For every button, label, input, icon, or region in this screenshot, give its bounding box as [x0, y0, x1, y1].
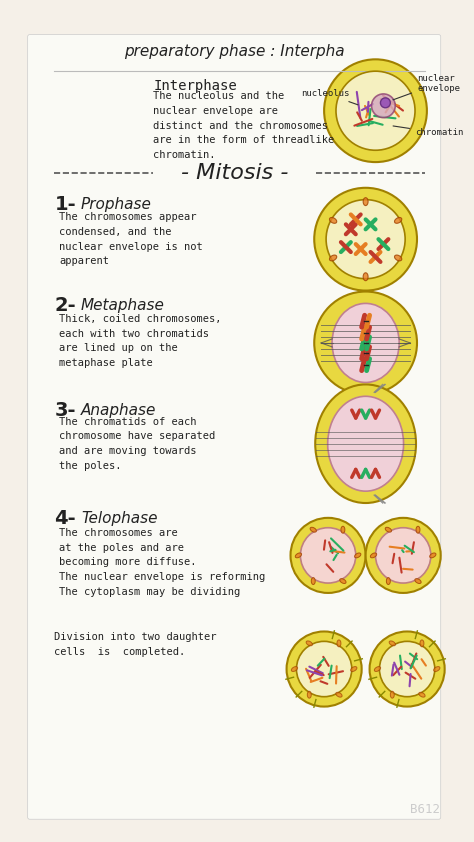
- Ellipse shape: [416, 526, 420, 533]
- Circle shape: [291, 518, 365, 593]
- Circle shape: [314, 291, 417, 394]
- Ellipse shape: [329, 217, 337, 223]
- Ellipse shape: [370, 553, 377, 557]
- Text: Prophase: Prophase: [81, 197, 152, 212]
- Ellipse shape: [341, 526, 345, 533]
- Ellipse shape: [434, 667, 440, 671]
- Text: 2-: 2-: [55, 296, 76, 315]
- Text: - Mitosis -: - Mitosis -: [181, 163, 288, 183]
- Ellipse shape: [310, 527, 317, 532]
- Text: The nucleolus and the
nuclear envelope are
distinct and the chromosomes
are in t: The nucleolus and the nuclear envelope a…: [153, 91, 335, 160]
- Ellipse shape: [329, 255, 337, 261]
- Text: Anaphase: Anaphase: [81, 402, 156, 418]
- Ellipse shape: [420, 640, 424, 647]
- Text: preparatory phase : Interpha: preparatory phase : Interpha: [124, 44, 345, 59]
- Ellipse shape: [295, 553, 301, 557]
- Text: Telophase: Telophase: [81, 511, 157, 526]
- Ellipse shape: [415, 578, 421, 584]
- Text: 1-: 1-: [55, 195, 76, 214]
- Ellipse shape: [374, 667, 381, 671]
- Text: nucleolus: nucleolus: [301, 89, 358, 105]
- Circle shape: [336, 72, 415, 150]
- FancyBboxPatch shape: [27, 35, 441, 819]
- Text: The chromatids of each
chromosome have separated
and are moving towards
the pole: The chromatids of each chromosome have s…: [59, 417, 216, 471]
- Circle shape: [301, 528, 356, 583]
- Circle shape: [380, 642, 435, 696]
- Circle shape: [296, 642, 352, 696]
- Text: B612: B612: [410, 803, 440, 816]
- Circle shape: [370, 632, 445, 706]
- Ellipse shape: [351, 667, 357, 671]
- Ellipse shape: [328, 397, 403, 491]
- Ellipse shape: [363, 273, 368, 280]
- Circle shape: [324, 59, 427, 163]
- Circle shape: [381, 98, 390, 108]
- Circle shape: [314, 188, 417, 290]
- Ellipse shape: [390, 691, 394, 698]
- Text: Interphase: Interphase: [153, 79, 237, 93]
- Ellipse shape: [306, 641, 312, 646]
- Ellipse shape: [429, 553, 436, 557]
- Ellipse shape: [332, 303, 399, 382]
- Ellipse shape: [385, 527, 392, 532]
- Ellipse shape: [419, 692, 425, 697]
- Text: The chromosomes are
at the poles and are
becoming more diffuse.
The nuclear enve: The chromosomes are at the poles and are…: [59, 528, 265, 597]
- Ellipse shape: [394, 255, 402, 261]
- Circle shape: [287, 632, 362, 706]
- Ellipse shape: [340, 578, 346, 584]
- Ellipse shape: [315, 385, 416, 503]
- Ellipse shape: [394, 217, 402, 223]
- Ellipse shape: [389, 641, 395, 646]
- Ellipse shape: [292, 667, 298, 671]
- Text: 3-: 3-: [55, 401, 76, 419]
- Circle shape: [375, 528, 431, 583]
- Ellipse shape: [311, 578, 315, 584]
- Ellipse shape: [336, 692, 342, 697]
- Ellipse shape: [337, 640, 341, 647]
- Text: Thick, coiled chromosomes,
each with two chromatids
are lined up on the
metaphas: Thick, coiled chromosomes, each with two…: [59, 314, 222, 368]
- Text: nuclear
envelope: nuclear envelope: [393, 73, 460, 100]
- Text: chromatin: chromatin: [393, 126, 464, 137]
- Ellipse shape: [363, 198, 368, 205]
- Circle shape: [372, 94, 395, 118]
- Text: Division into two daughter
cells  is  completed.: Division into two daughter cells is comp…: [55, 632, 217, 657]
- Text: Metaphase: Metaphase: [81, 298, 165, 313]
- Circle shape: [326, 200, 405, 279]
- Circle shape: [365, 518, 441, 593]
- Text: The chromosomes appear
condensed, and the
nuclear envelope is not
apparent: The chromosomes appear condensed, and th…: [59, 212, 203, 266]
- Ellipse shape: [386, 578, 390, 584]
- Text: 4-: 4-: [55, 509, 76, 528]
- Ellipse shape: [355, 553, 361, 557]
- Ellipse shape: [307, 691, 311, 698]
